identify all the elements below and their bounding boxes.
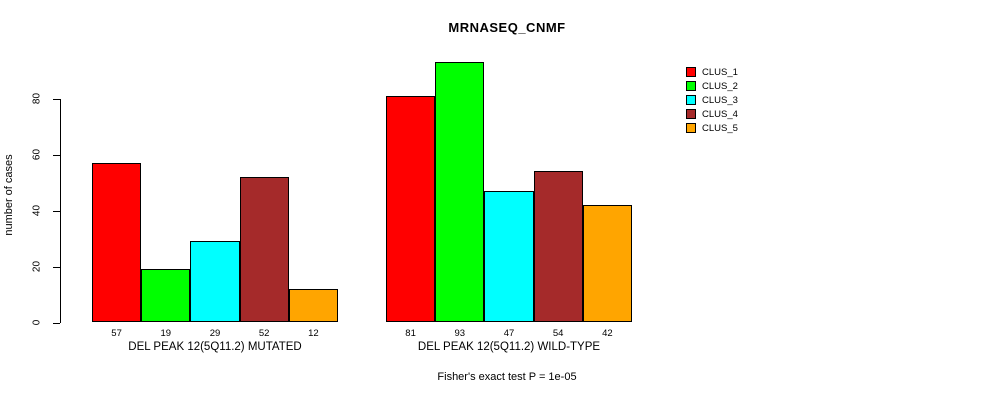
y-tick <box>52 210 60 212</box>
legend-label: CLUS_1 <box>702 66 738 78</box>
bar-value-label: 93 <box>454 328 466 339</box>
fisher-test-annotation: Fisher's exact test P = 1e-05 <box>437 371 577 383</box>
legend-swatch <box>686 123 696 133</box>
bar-clus_5 <box>582 204 632 323</box>
y-axis-line <box>59 98 61 323</box>
bar-clus_4 <box>239 176 289 323</box>
bar-clus_5 <box>288 288 338 323</box>
legend-item-clus_1: CLUS_1 <box>686 65 738 79</box>
legend-swatch <box>686 81 696 91</box>
legend-label: CLUS_5 <box>702 122 738 134</box>
y-tick-label: 0 <box>31 319 43 326</box>
legend-item-clus_5: CLUS_5 <box>686 121 738 135</box>
legend: CLUS_1 CLUS_2 CLUS_3 CLUS_4 CLUS_5 <box>686 65 738 135</box>
bar-value-label: 57 <box>111 328 122 339</box>
bar-value-label: 19 <box>160 328 172 339</box>
legend-swatch <box>686 67 696 77</box>
bar-clus_1 <box>92 162 142 323</box>
y-tick-label: 60 <box>31 148 43 161</box>
bar-value-label: 12 <box>308 328 319 339</box>
bar-value-label: 47 <box>503 328 515 339</box>
bar-value-label: 81 <box>405 328 416 339</box>
legend-swatch <box>686 109 696 119</box>
legend-label: CLUS_2 <box>702 80 738 92</box>
bar-value-label: 54 <box>552 328 564 339</box>
bar-clus_2 <box>435 62 485 323</box>
legend-swatch <box>686 95 696 105</box>
legend-label: CLUS_4 <box>702 108 738 120</box>
y-tick <box>52 154 60 156</box>
bar-value-label: 42 <box>602 328 613 339</box>
y-tick-label: 40 <box>31 204 43 217</box>
bar-clus_4 <box>533 171 583 323</box>
y-tick-label: 20 <box>31 260 43 273</box>
bar-clus_3 <box>484 190 534 323</box>
legend-item-clus_3: CLUS_3 <box>686 93 738 107</box>
y-axis-label: number of cases <box>3 154 15 236</box>
group-label-mutated: DEL PEAK 12(5Q11.2) MUTATED <box>128 341 302 353</box>
y-tick-label: 80 <box>31 92 43 105</box>
bar-value-label: 52 <box>258 328 270 339</box>
bar-clus_1 <box>386 95 436 323</box>
bar-clus_2 <box>141 269 191 323</box>
bar-value-label: 29 <box>209 328 221 339</box>
bar-clus_3 <box>190 241 240 323</box>
legend-item-clus_2: CLUS_2 <box>686 79 738 93</box>
legend-label: CLUS_3 <box>702 94 738 106</box>
chart-title: MRNASEQ_CNMF <box>448 20 566 35</box>
y-tick <box>52 98 60 100</box>
legend-item-clus_4: CLUS_4 <box>686 107 738 121</box>
group-label-wildtype: DEL PEAK 12(5Q11.2) WILD-TYPE <box>417 341 601 353</box>
y-tick <box>52 266 60 268</box>
y-tick <box>52 322 60 324</box>
